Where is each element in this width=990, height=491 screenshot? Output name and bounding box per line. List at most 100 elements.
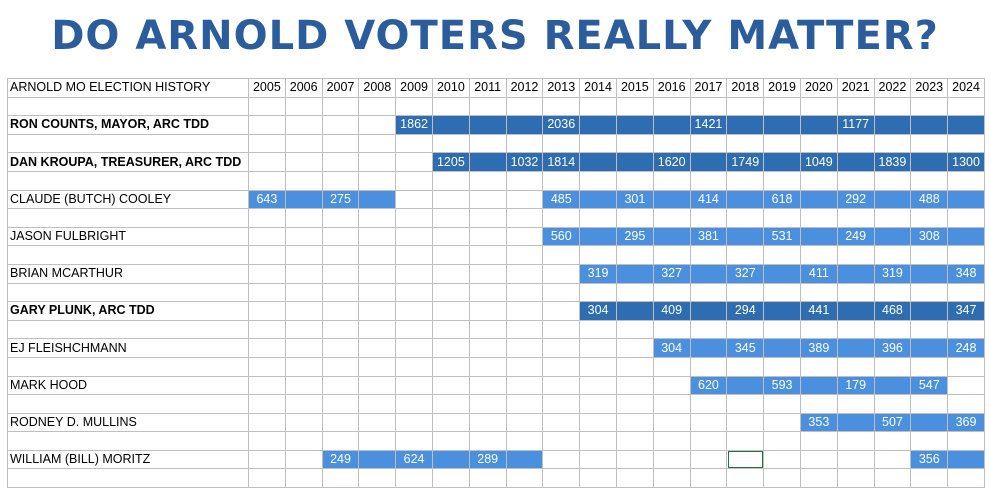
term-fill-cell[interactable] <box>799 375 838 396</box>
empty-cell[interactable] <box>248 133 286 154</box>
empty-cell[interactable] <box>689 394 728 414</box>
empty-cell[interactable] <box>763 319 801 340</box>
empty-cell[interactable] <box>284 468 323 489</box>
empty-cell[interactable] <box>799 449 838 470</box>
term-fill-cell[interactable] <box>726 226 765 247</box>
empty-cell[interactable] <box>358 263 397 284</box>
empty-cell[interactable] <box>321 412 360 433</box>
empty-cell[interactable] <box>726 282 765 303</box>
term-fill-cell[interactable] <box>910 152 949 172</box>
empty-cell[interactable] <box>505 301 544 321</box>
vote-count-cell[interactable]: 1862 <box>395 115 433 135</box>
empty-cell[interactable] <box>248 282 286 303</box>
empty-cell[interactable] <box>726 245 765 265</box>
vote-count-cell[interactable]: 468 <box>873 301 912 321</box>
empty-cell[interactable] <box>542 319 581 340</box>
empty-cell[interactable] <box>395 319 433 340</box>
term-fill-cell[interactable] <box>873 115 912 135</box>
empty-cell[interactable] <box>542 133 581 154</box>
empty-cell[interactable] <box>505 338 544 358</box>
empty-cell[interactable] <box>505 133 544 154</box>
empty-cell[interactable] <box>763 412 801 433</box>
empty-cell[interactable] <box>910 133 949 154</box>
empty-cell[interactable] <box>579 319 617 340</box>
term-fill-cell[interactable] <box>763 338 801 358</box>
empty-cell[interactable] <box>7 319 249 340</box>
vote-count-cell[interactable]: 1421 <box>689 115 728 135</box>
vote-count-cell[interactable]: 547 <box>910 375 949 396</box>
empty-cell[interactable] <box>395 282 433 303</box>
empty-cell[interactable] <box>799 245 838 265</box>
empty-cell[interactable] <box>395 263 433 284</box>
vote-count-cell[interactable]: 1032 <box>505 152 544 172</box>
empty-cell[interactable] <box>910 468 949 489</box>
empty-cell[interactable] <box>468 133 507 154</box>
empty-cell[interactable] <box>542 282 581 303</box>
empty-cell[interactable] <box>321 208 360 228</box>
empty-cell[interactable] <box>873 133 912 154</box>
empty-cell[interactable] <box>873 431 912 451</box>
empty-cell[interactable] <box>358 338 397 358</box>
term-fill-cell[interactable] <box>505 449 544 470</box>
empty-cell[interactable] <box>615 245 654 265</box>
empty-cell[interactable] <box>358 319 397 340</box>
empty-cell[interactable] <box>836 245 875 265</box>
term-fill-cell[interactable] <box>873 189 912 210</box>
empty-cell[interactable] <box>799 133 838 154</box>
vote-count-cell[interactable]: 560 <box>542 226 581 247</box>
year-header-cell[interactable]: 2011 <box>468 78 507 98</box>
empty-cell[interactable] <box>431 133 470 154</box>
empty-cell[interactable] <box>652 412 691 433</box>
year-header-cell[interactable]: 2015 <box>615 78 654 98</box>
empty-cell[interactable] <box>431 170 470 191</box>
term-fill-cell[interactable] <box>947 115 985 135</box>
empty-cell[interactable] <box>321 375 360 396</box>
empty-cell[interactable] <box>431 338 470 358</box>
empty-cell[interactable] <box>358 375 397 396</box>
term-fill-cell[interactable] <box>652 226 691 247</box>
empty-cell[interactable] <box>284 170 323 191</box>
empty-cell[interactable] <box>358 152 397 172</box>
empty-cell[interactable] <box>468 189 507 210</box>
empty-cell[interactable] <box>689 468 728 489</box>
empty-cell[interactable] <box>468 170 507 191</box>
year-header-cell[interactable]: 2017 <box>689 78 728 98</box>
empty-cell[interactable] <box>505 245 544 265</box>
empty-cell[interactable] <box>947 431 985 451</box>
empty-cell[interactable] <box>836 468 875 489</box>
year-header-cell[interactable]: 2007 <box>321 78 360 98</box>
empty-cell[interactable] <box>248 115 286 135</box>
term-fill-cell[interactable] <box>358 449 397 470</box>
empty-cell[interactable] <box>284 152 323 172</box>
empty-cell[interactable] <box>689 431 728 451</box>
empty-cell[interactable] <box>468 412 507 433</box>
empty-cell[interactable] <box>395 301 433 321</box>
empty-cell[interactable] <box>284 449 323 470</box>
vote-count-cell[interactable]: 507 <box>873 412 912 433</box>
empty-cell[interactable] <box>542 431 581 451</box>
term-fill-cell[interactable] <box>910 263 949 284</box>
vote-count-cell[interactable]: 301 <box>615 189 654 210</box>
empty-cell[interactable] <box>431 356 470 377</box>
empty-cell[interactable] <box>615 96 654 117</box>
vote-count-cell[interactable]: 292 <box>836 189 875 210</box>
empty-cell[interactable] <box>726 208 765 228</box>
term-fill-cell[interactable] <box>763 152 801 172</box>
header-label-cell[interactable]: ARNOLD MO ELECTION HISTORY <box>7 78 249 98</box>
empty-cell[interactable] <box>652 245 691 265</box>
empty-cell[interactable] <box>947 96 985 117</box>
year-header-cell[interactable]: 2012 <box>505 78 544 98</box>
empty-cell[interactable] <box>873 468 912 489</box>
vote-count-cell[interactable]: 179 <box>836 375 875 396</box>
empty-cell[interactable] <box>542 245 581 265</box>
empty-cell[interactable] <box>7 468 249 489</box>
vote-count-cell[interactable]: 488 <box>910 189 949 210</box>
empty-cell[interactable] <box>615 338 654 358</box>
term-fill-cell[interactable] <box>836 412 875 433</box>
empty-cell[interactable] <box>910 282 949 303</box>
term-fill-cell[interactable] <box>689 152 728 172</box>
empty-cell[interactable] <box>873 96 912 117</box>
empty-cell[interactable] <box>284 356 323 377</box>
empty-cell[interactable] <box>726 133 765 154</box>
year-header-cell[interactable]: 2020 <box>799 78 838 98</box>
